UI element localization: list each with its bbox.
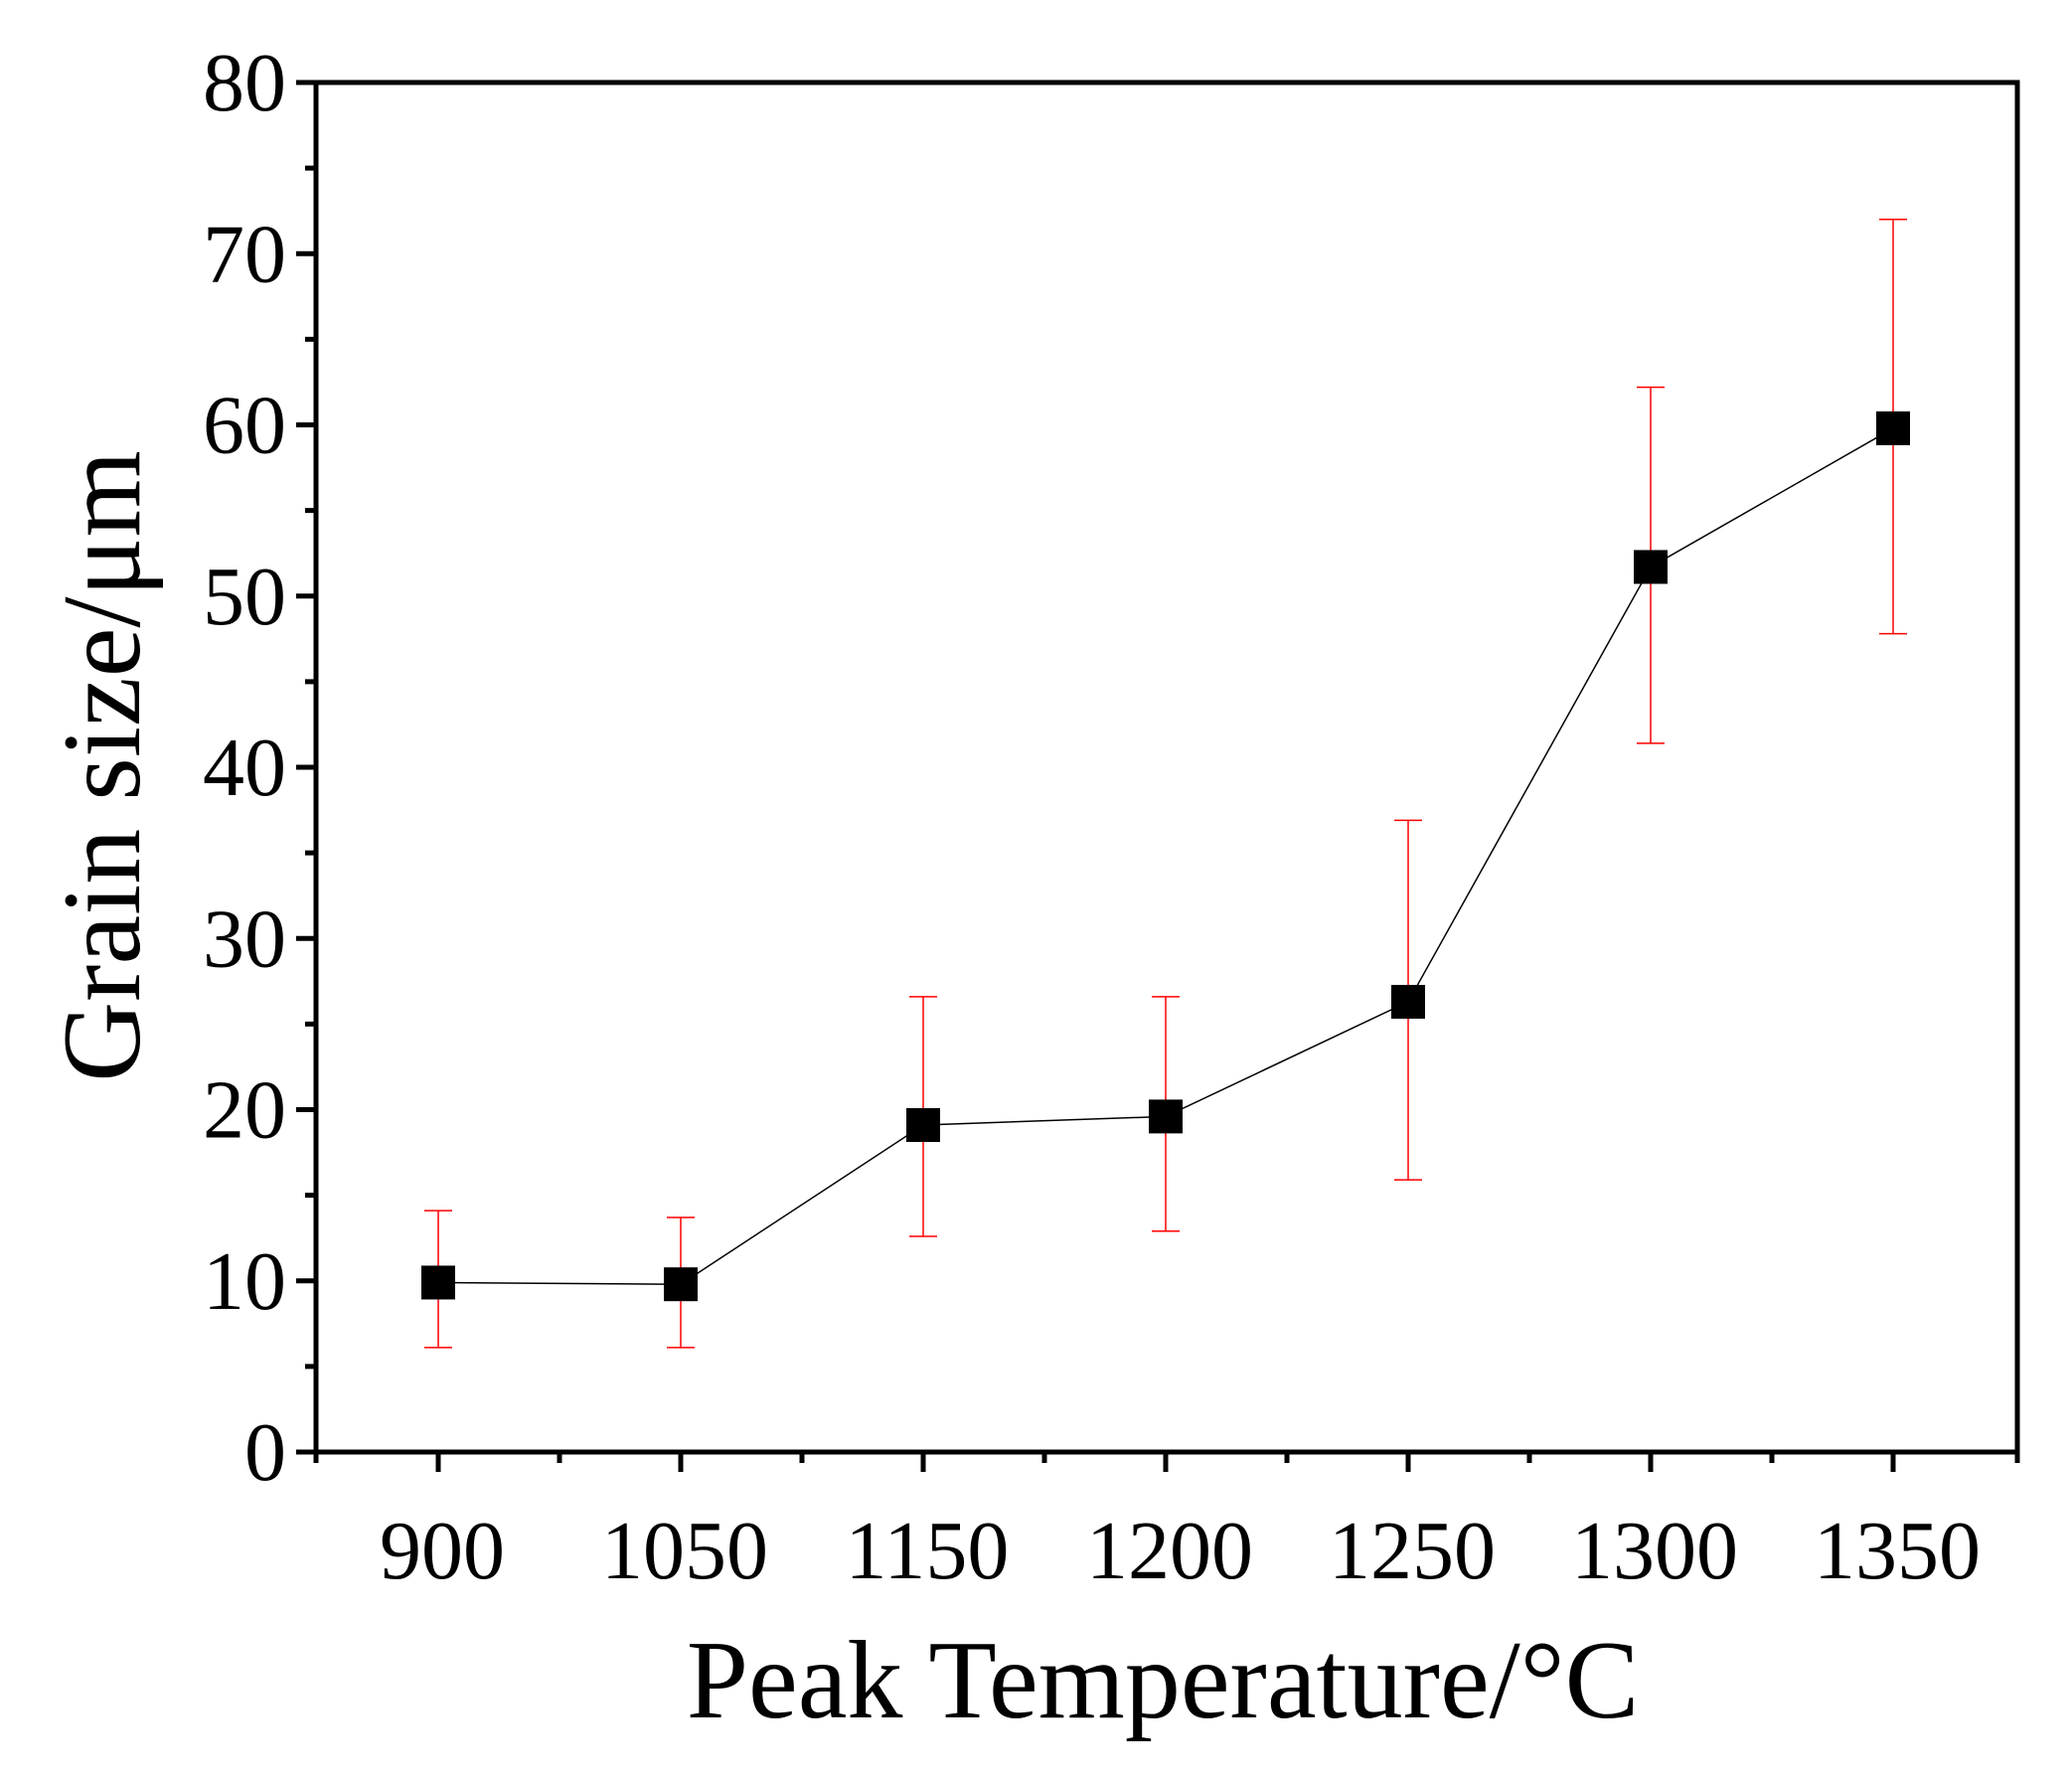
y-tick-label: 20	[203, 1064, 286, 1157]
y-tick-label: 0	[244, 1406, 286, 1499]
x-tick-label: 1250	[1329, 1505, 1496, 1597]
axes	[313, 80, 2020, 1455]
data-point-marker	[1391, 984, 1425, 1019]
y-tick-label: 60	[203, 380, 286, 472]
y-tick-label: 40	[203, 722, 286, 814]
plot-frame	[313, 80, 2020, 1455]
x-tick-label: 1200	[1086, 1505, 1253, 1597]
x-tick-label: 900	[380, 1505, 505, 1597]
x-tick-label: 1350	[1814, 1505, 1981, 1597]
x-tick-label: 1300	[1571, 1505, 1738, 1597]
x-tick-label: 1050	[601, 1505, 768, 1597]
x-tick-label: 1150	[846, 1505, 1010, 1597]
data-point-marker	[906, 1108, 940, 1143]
data-point-marker	[421, 1265, 455, 1300]
data-point-marker	[1876, 410, 1910, 445]
y-tick-label: 30	[203, 892, 286, 985]
data-point-marker	[1149, 1099, 1183, 1134]
y-tick-label: 80	[203, 37, 286, 129]
ticks	[296, 80, 2020, 1472]
x-axis-title: Peak Temperature/°C	[687, 1619, 1640, 1742]
y-axis-title: Grain size/μm	[41, 450, 164, 1081]
data-point-marker	[1634, 550, 1668, 584]
data-markers	[421, 410, 1910, 1302]
y-tick-label: 50	[203, 551, 286, 643]
data-point-marker	[664, 1267, 698, 1302]
error-bars	[424, 219, 1907, 1349]
tick-labels: 0 10 20 30 40 50 60 70 80 900 1050 1150 1200 1250 1300…	[203, 37, 1981, 1597]
y-tick-label: 70	[203, 208, 286, 300]
y-tick-label: 10	[203, 1235, 286, 1328]
